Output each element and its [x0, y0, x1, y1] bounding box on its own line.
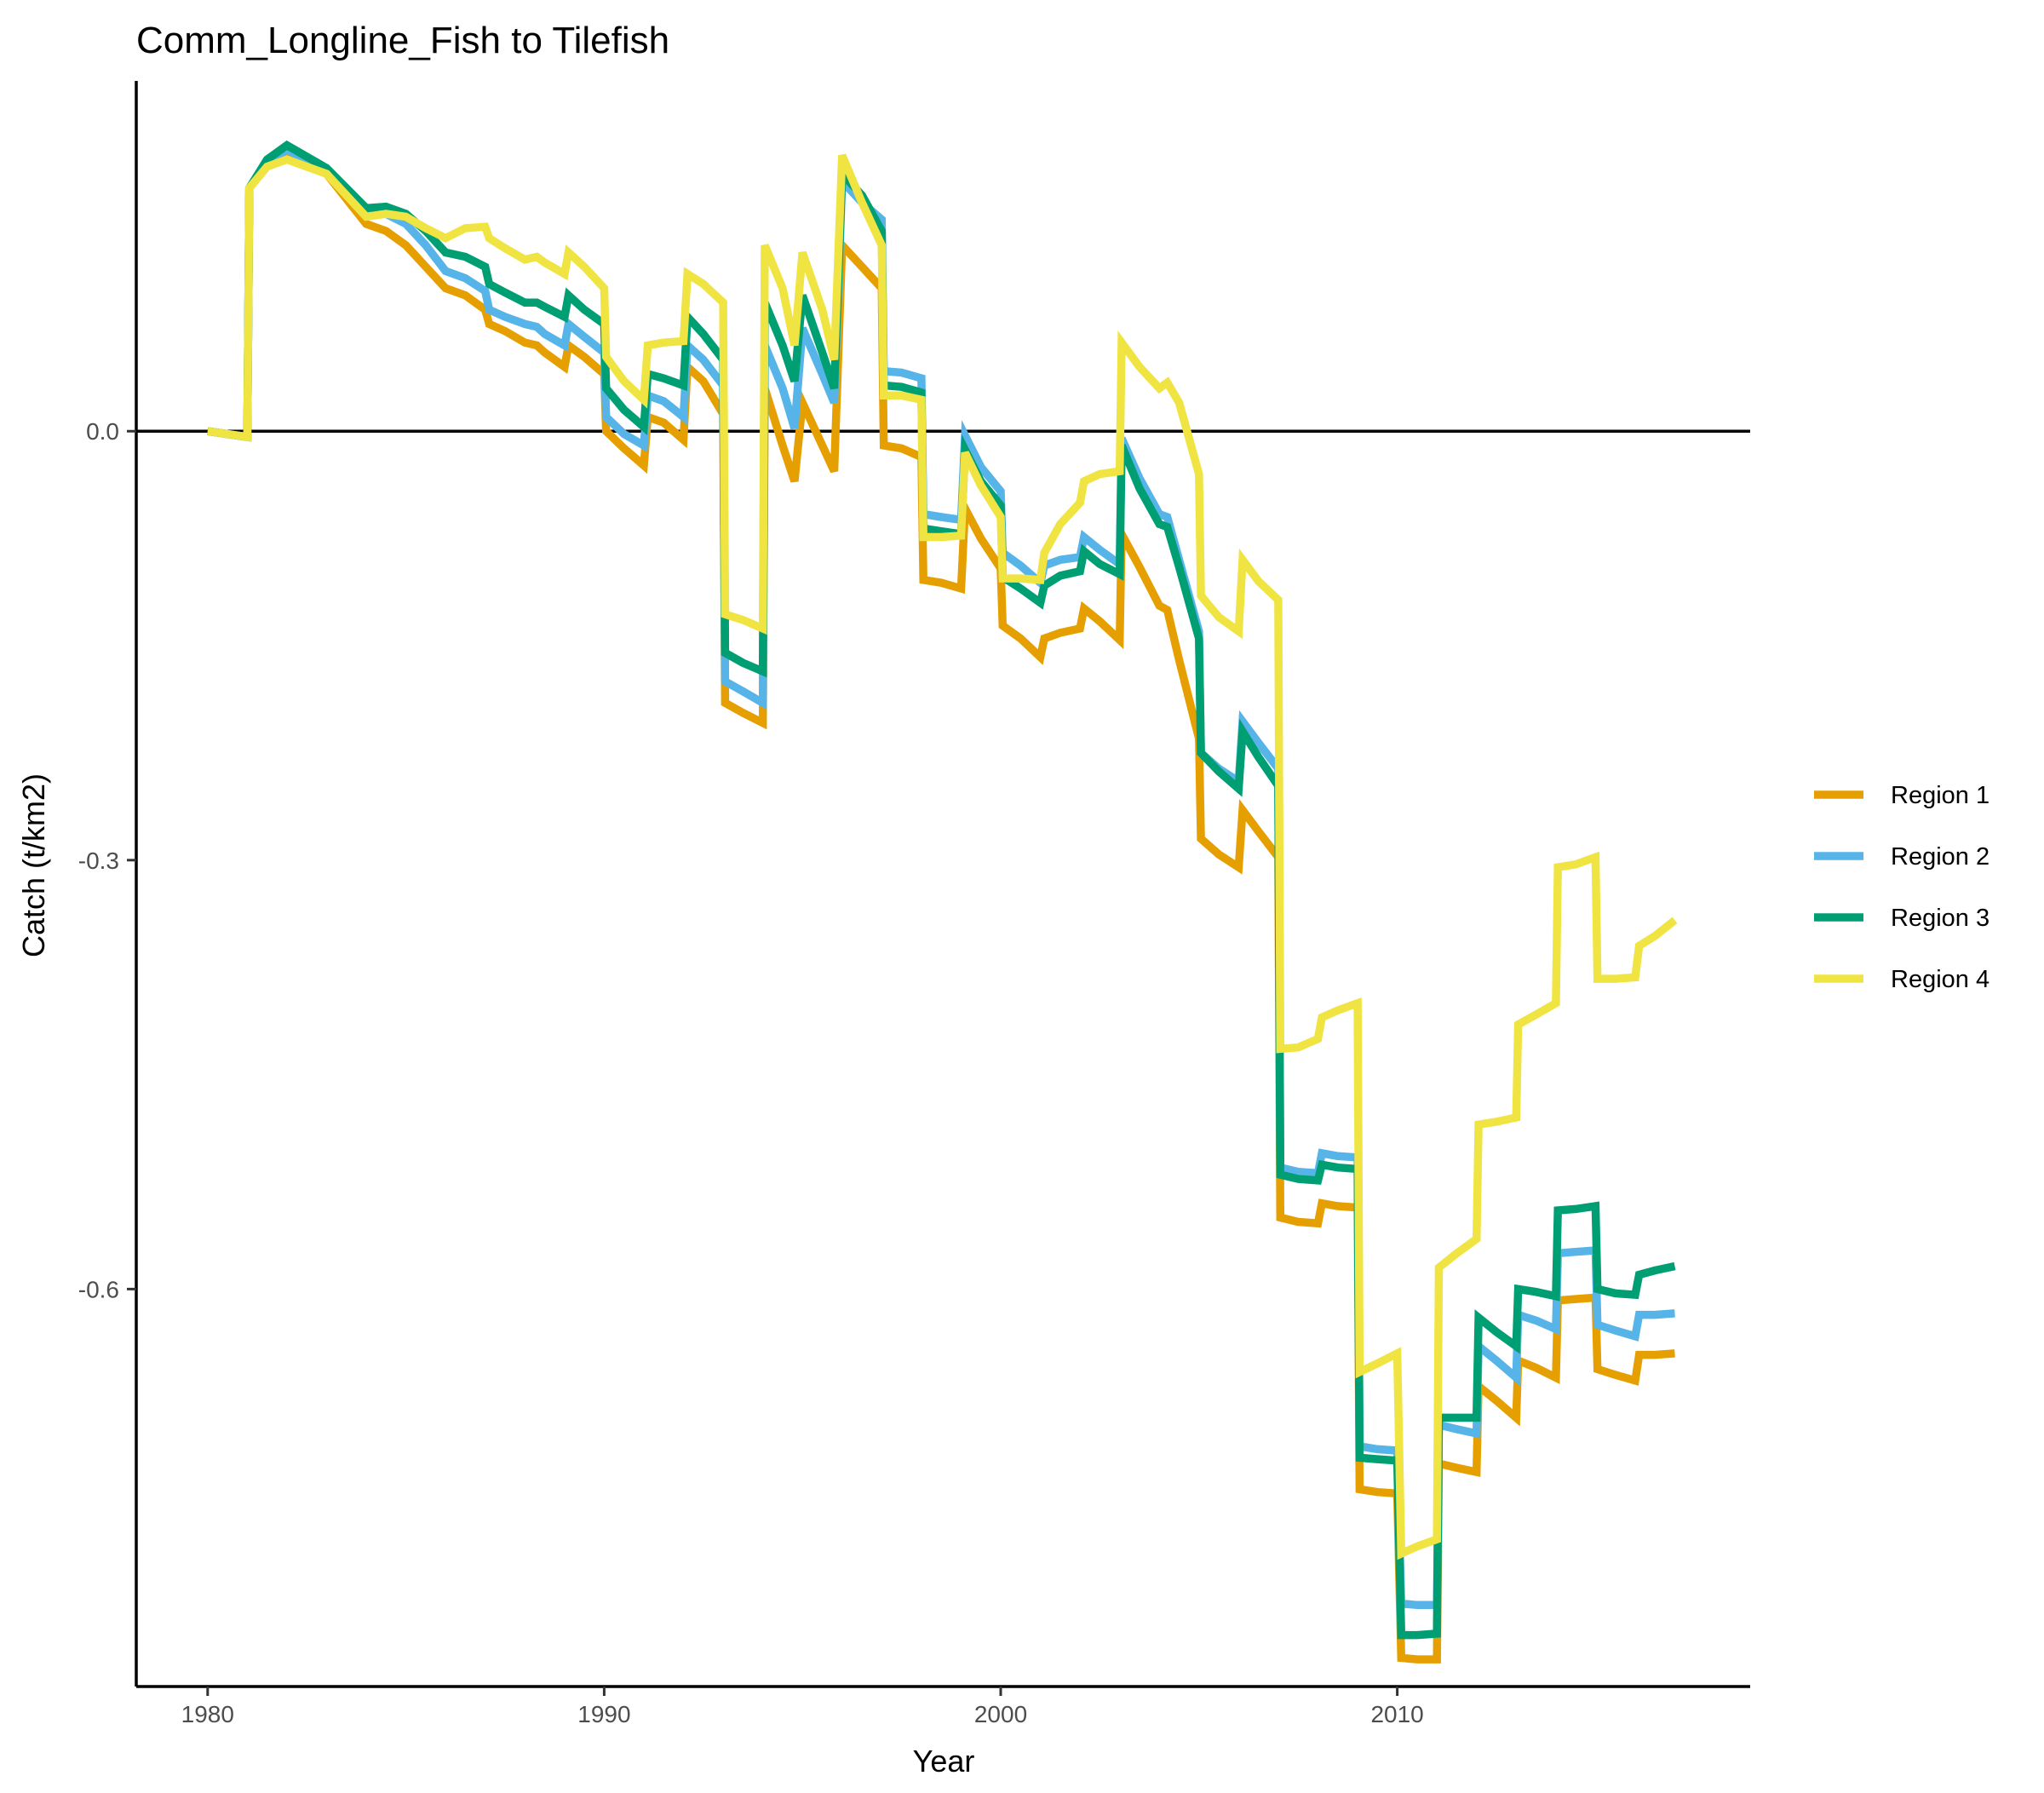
x-axis-title: Year: [913, 1744, 975, 1779]
chart-title: Comm_Longline_Fish to Tilefish: [136, 20, 669, 61]
legend-label-region-4: Region 4: [1891, 966, 1989, 993]
y-axis-title: Catch (t/km2): [16, 773, 51, 957]
y-tick-label: -0.6: [78, 1276, 119, 1302]
x-tick-label: 1990: [577, 1701, 630, 1727]
legend: Region 1 Region 2 Region 3 Region 4: [1814, 782, 1989, 993]
axis-layer: 1980 1990 2000 2010 0.0 -0.3 -0.6: [78, 81, 1750, 1727]
x-tick-label: 2010: [1370, 1701, 1423, 1727]
series-line-region-4: [207, 153, 1678, 1560]
y-tick-label: -0.3: [78, 848, 119, 874]
series-layer: [136, 140, 1750, 1664]
legend-label-region-3: Region 3: [1891, 905, 1989, 932]
y-tick-label: 0.0: [86, 418, 119, 445]
legend-label-region-2: Region 2: [1891, 843, 1989, 871]
x-tick-label: 1980: [181, 1701, 234, 1727]
x-tick-label: 2000: [974, 1701, 1027, 1727]
legend-label-region-1: Region 1: [1891, 782, 1989, 809]
